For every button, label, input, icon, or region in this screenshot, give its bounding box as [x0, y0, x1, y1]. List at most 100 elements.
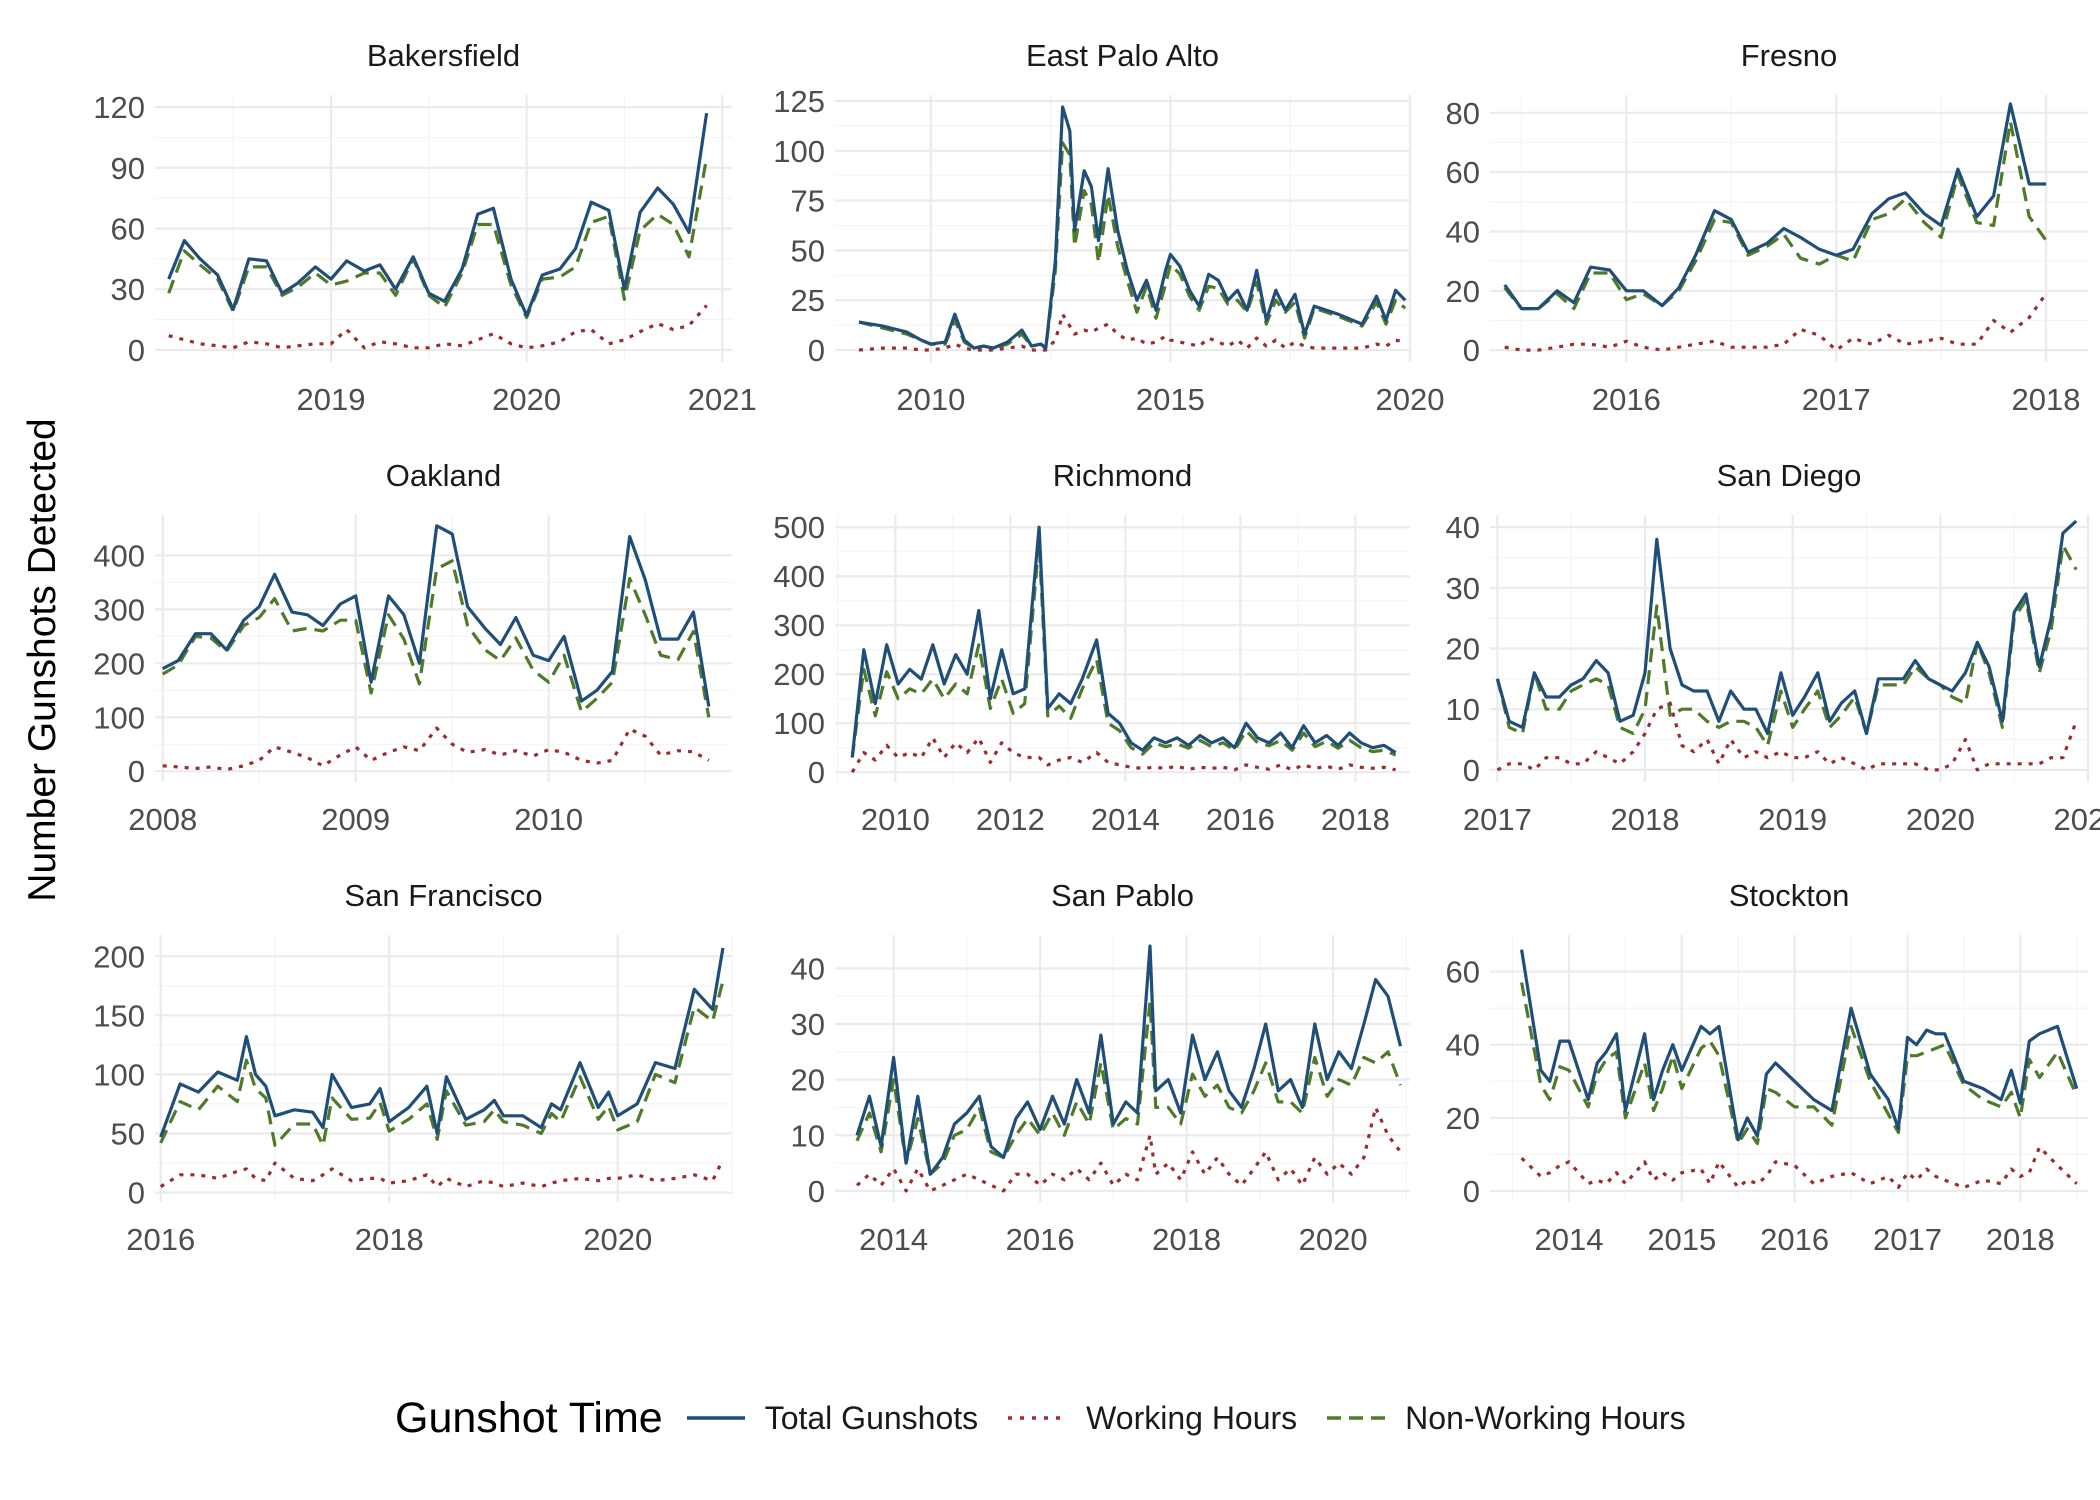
x-tick-label: 2018 [1986, 1222, 2055, 1257]
y-tick-label: 10 [1446, 692, 1480, 727]
panel-title: Stockton [1729, 878, 1850, 913]
legend-key-total [686, 1416, 745, 1420]
y-tick-label: 0 [128, 333, 145, 368]
x-tick-label: 2009 [321, 802, 390, 837]
legend-key-nonworking [1327, 1416, 1386, 1420]
legend-title: Gunshot Time [395, 1393, 663, 1442]
y-tick-label: 500 [773, 510, 825, 545]
panel-stockton: 0 20 40 60 2014 2015 2016 2017 2018 Stockton [1446, 878, 2088, 1257]
x-tick-label: 2017 [1802, 382, 1871, 417]
x-tick-label: 2017 [1873, 1222, 1942, 1257]
y-tick-label: 10 [791, 1118, 825, 1153]
legend-item-total: Total Gunshots [685, 1398, 978, 1438]
panel-east-palo-alto: 0 25 50 75 100 125 2010 2015 2020 East Palo Alto [773, 38, 1444, 417]
panel-title: San Francisco [344, 878, 542, 913]
x-tick-label: 2016 [1206, 802, 1275, 837]
series-line-nonworking [167, 157, 709, 320]
x-tick-label: 2020 [1376, 382, 1445, 417]
y-tick-label: 60 [111, 212, 145, 247]
x-tick-label: 2018 [1152, 1222, 1221, 1257]
series-line-working [162, 726, 710, 772]
y-tick-label: 400 [93, 538, 145, 573]
y-tick-label: 400 [773, 559, 825, 594]
panel-san-diego: 0 10 20 30 40 2017 2018 2019 2020 2021 San Diego [1446, 458, 2100, 837]
y-tick-label: 200 [93, 646, 145, 681]
panel-fresno: 0 20 40 60 80 2016 2017 2018 Fresno [1446, 38, 2088, 417]
y-tick-label: 300 [93, 592, 145, 627]
panel-oakland: 0 100 200 300 400 2008 2009 2010 Oakland [93, 458, 732, 837]
series-line-total [1495, 519, 2078, 736]
y-tick-label: 100 [93, 1057, 145, 1092]
y-tick-label: 100 [773, 134, 825, 169]
series-line-total [159, 947, 725, 1138]
series-line-total [167, 112, 709, 318]
x-tick-label: 2010 [861, 802, 930, 837]
panel-title: Oakland [386, 458, 501, 493]
series-line-working [1520, 1145, 2078, 1190]
y-tick-label: 60 [1446, 955, 1480, 990]
x-tick-label: 2015 [1136, 382, 1205, 417]
x-tick-label: 2020 [1906, 802, 1975, 837]
series-line-nonworking [1520, 982, 2079, 1146]
series-line-nonworking [850, 540, 1397, 758]
y-tick-label: 20 [1446, 632, 1480, 667]
y-tick-label: 0 [808, 1174, 825, 1209]
series-line-working [858, 312, 1406, 352]
y-tick-label: 100 [93, 700, 145, 735]
x-tick-label: 2018 [1611, 802, 1680, 837]
panel-richmond: 0 100 200 300 400 500 2010 2012 2014 2016 2018 Rich… [773, 458, 1410, 837]
series-line-working [855, 1105, 1402, 1193]
y-tick-label: 0 [128, 1176, 145, 1211]
x-tick-label: 2021 [688, 382, 757, 417]
legend-item-nonworking: Non-Working Hours [1325, 1398, 1686, 1438]
y-tick-label: 30 [111, 272, 145, 307]
legend-key-working [1008, 1416, 1067, 1420]
panel-title: Fresno [1741, 38, 1837, 73]
y-tick-label: 20 [1446, 274, 1480, 309]
x-tick-label: 2010 [514, 802, 583, 837]
x-tick-label: 2014 [1534, 1222, 1603, 1257]
x-tick-label: 2015 [1647, 1222, 1716, 1257]
series-line-nonworking [1495, 543, 2078, 748]
x-tick-label: 2017 [1463, 802, 1532, 837]
x-tick-label: 2008 [128, 802, 197, 837]
y-tick-label: 200 [93, 939, 145, 974]
x-tick-label: 2020 [492, 382, 561, 417]
panel-title: San Pablo [1051, 878, 1194, 913]
series-line-working [1504, 292, 2048, 352]
series-line-total [161, 524, 711, 707]
x-tick-label: 2018 [2012, 382, 2081, 417]
y-tick-label: 0 [128, 754, 145, 789]
y-tick-label: 150 [93, 998, 145, 1033]
x-tick-label: 2019 [1758, 802, 1827, 837]
x-tick-label: 2016 [126, 1222, 195, 1257]
series-line-working [168, 304, 708, 350]
x-tick-label: 2016 [1592, 382, 1661, 417]
y-axis-label: Number Gunshots Detected [21, 418, 64, 901]
y-tick-label: 20 [1446, 1101, 1480, 1136]
y-tick-label: 0 [1463, 333, 1480, 368]
x-tick-label: 2014 [859, 1222, 928, 1257]
y-tick-label: 125 [773, 84, 825, 119]
x-tick-label: 2018 [1321, 802, 1390, 837]
y-tick-label: 300 [773, 608, 825, 643]
y-tick-label: 60 [1446, 155, 1480, 190]
x-tick-label: 2021 [2054, 802, 2100, 837]
panel-title: East Palo Alto [1026, 38, 1219, 73]
y-tick-label: 40 [1446, 214, 1480, 249]
x-tick-label: 2012 [976, 802, 1045, 837]
legend-label-working: Working Hours [1086, 1399, 1298, 1436]
panel-san-pablo: 0 10 20 30 40 2014 2016 2018 2020 San Pablo [791, 878, 1410, 1257]
series-line-total [855, 944, 1403, 1176]
y-tick-label: 30 [1446, 571, 1480, 606]
panel-title: San Diego [1717, 458, 1862, 493]
y-tick-label: 100 [773, 706, 825, 741]
legend-item-working: Working Hours [1006, 1398, 1297, 1438]
series-line-total [1503, 102, 2046, 311]
y-tick-label: 50 [111, 1116, 145, 1151]
y-tick-label: 40 [1446, 510, 1480, 545]
legend-label-total: Total Gunshots [764, 1399, 979, 1436]
series-line-total [1520, 949, 2079, 1142]
